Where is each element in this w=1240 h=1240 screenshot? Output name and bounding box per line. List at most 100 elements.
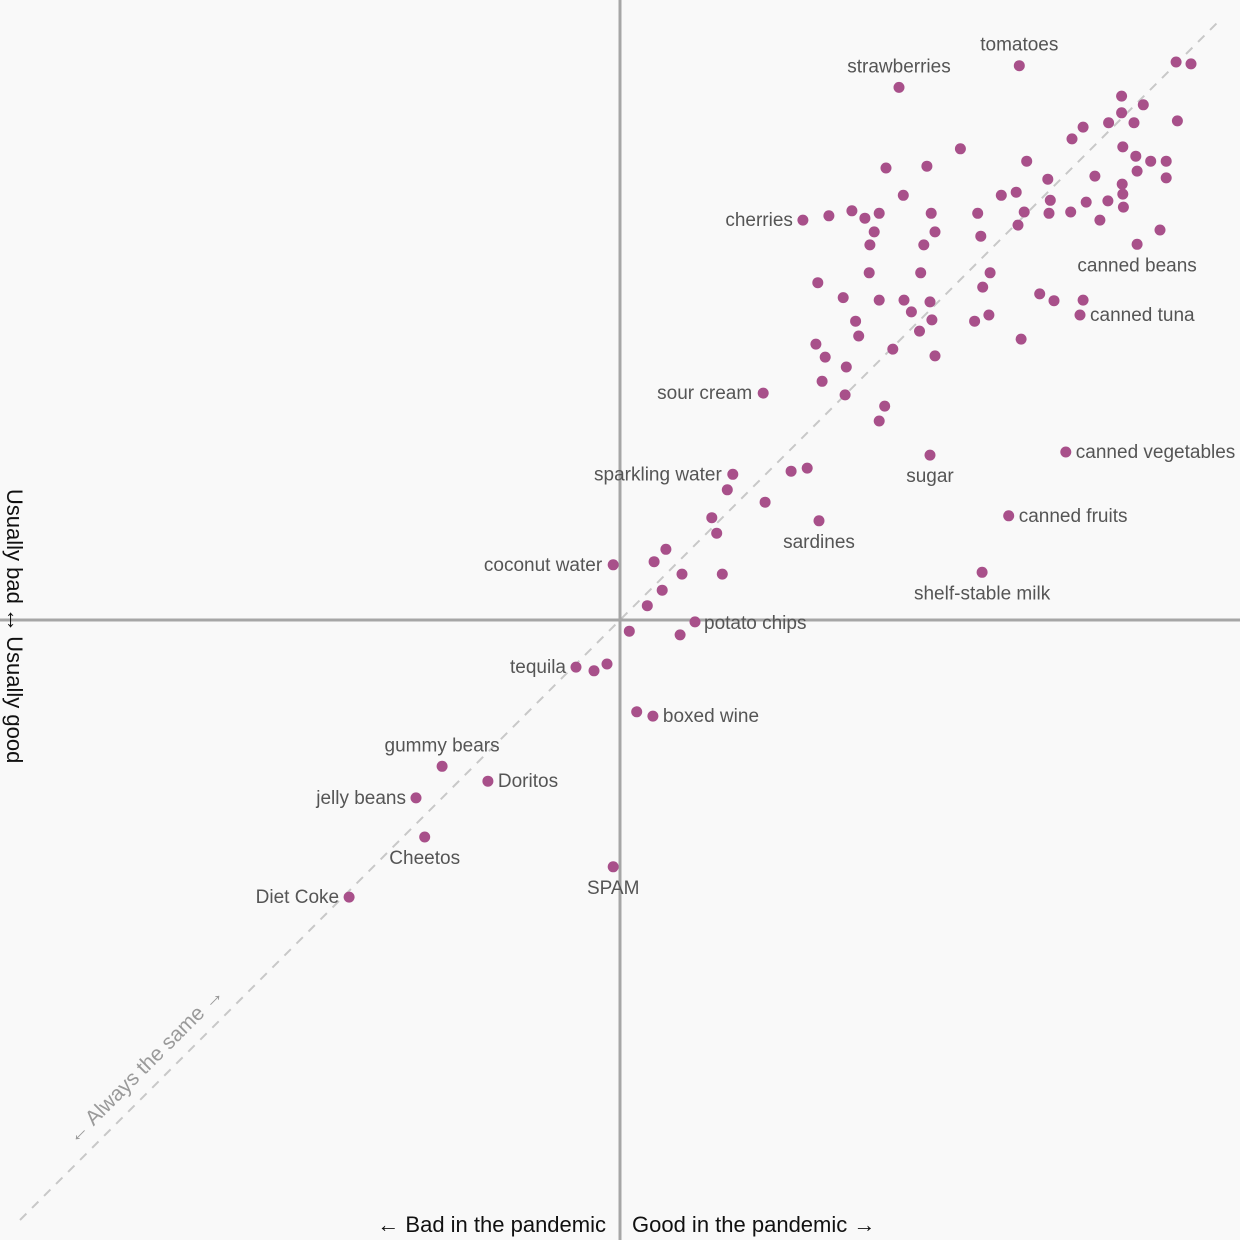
scatter-point xyxy=(925,207,937,219)
scatter-point xyxy=(1089,170,1101,182)
scatter-point xyxy=(1060,446,1072,458)
scatter-point xyxy=(840,361,852,373)
scatter-point xyxy=(607,559,619,571)
scatter-point xyxy=(897,189,909,201)
scatter-point xyxy=(1160,155,1172,167)
scatter-point xyxy=(1170,56,1182,68)
labels-layer: tomatoes strawberries cherries canned beans… xyxy=(256,35,1236,908)
scatter-point xyxy=(1066,133,1078,145)
scatter-point xyxy=(1130,150,1142,162)
scatter-point xyxy=(893,81,905,93)
scatter-point xyxy=(1160,172,1172,184)
scatter-point xyxy=(1077,121,1089,133)
scatter-point xyxy=(859,212,871,224)
scatter-point xyxy=(975,230,987,242)
point-label: tequila xyxy=(510,657,566,678)
scatter-point xyxy=(601,658,613,670)
scatter-point xyxy=(482,775,494,787)
scatter-point xyxy=(873,294,885,306)
scatter-point xyxy=(873,415,885,427)
scatter-point xyxy=(660,543,672,555)
scatter-point xyxy=(1103,117,1115,129)
scatter-point xyxy=(1185,58,1197,70)
scatter-point xyxy=(656,584,668,596)
scatter-point xyxy=(1065,206,1077,218)
scatter-point xyxy=(1145,155,1157,167)
point-label: Cheetos xyxy=(389,848,460,869)
scatter-point xyxy=(1003,510,1015,522)
point-label: sugar xyxy=(906,466,954,487)
scatter-point xyxy=(864,239,876,251)
scatter-point xyxy=(721,484,733,496)
scatter-point xyxy=(972,207,984,219)
scatter-point xyxy=(1154,224,1166,236)
point-label: sardines xyxy=(783,532,855,553)
scatter-point xyxy=(674,629,686,641)
scatter-point xyxy=(1117,188,1129,200)
scatter-point xyxy=(914,325,925,337)
point-label: shelf-stable milk xyxy=(914,583,1051,604)
scatter-point xyxy=(983,309,995,321)
scatter-point xyxy=(623,625,635,637)
y-axis-label-top: ← Usually good xyxy=(2,608,27,763)
scatter-point xyxy=(846,205,858,217)
scatter-point xyxy=(929,350,941,362)
point-label: cherries xyxy=(725,210,793,231)
point-label: strawberries xyxy=(847,56,950,77)
point-label: Diet Coke xyxy=(256,887,339,908)
scatter-point xyxy=(819,351,831,363)
scatter-point xyxy=(1015,333,1027,345)
scatter-point xyxy=(924,449,936,461)
scatter-point xyxy=(410,792,422,804)
scatter-point xyxy=(711,527,723,539)
scatter-point xyxy=(1034,288,1046,300)
scatter-point xyxy=(850,315,862,327)
scatter-point xyxy=(1117,141,1129,153)
point-label: canned vegetables xyxy=(1076,442,1236,463)
scatter-point xyxy=(785,465,797,477)
scatter-point xyxy=(813,515,825,527)
scatter-point xyxy=(887,343,899,355)
scatter-point xyxy=(1074,309,1086,321)
scatter-point xyxy=(873,207,885,219)
scatter-point xyxy=(1044,194,1056,206)
scatter-point xyxy=(1043,207,1055,219)
scatter-point xyxy=(921,160,933,172)
scatter-point xyxy=(343,891,355,903)
scatter-point xyxy=(839,389,851,401)
scatter-point xyxy=(1077,294,1089,306)
scatter-point xyxy=(995,189,1007,201)
scatter-point xyxy=(977,281,989,293)
point-label: gummy bears xyxy=(385,735,500,756)
scatter-point xyxy=(929,226,941,238)
scatter-point xyxy=(1137,99,1149,111)
point-label: canned fruits xyxy=(1019,506,1128,527)
scatter-point xyxy=(926,314,938,326)
scatter-point xyxy=(1080,196,1092,208)
scatter-point xyxy=(976,566,988,578)
point-label: sour cream xyxy=(657,383,752,404)
points-layer xyxy=(343,56,1197,903)
scatter-point xyxy=(647,710,659,722)
scatter-point xyxy=(816,375,828,387)
point-label: boxed wine xyxy=(663,706,759,727)
diagonal-label: ← Always the same → xyxy=(63,983,229,1149)
scatter-point xyxy=(1117,201,1129,213)
scatter-point xyxy=(853,330,865,342)
scatter-point xyxy=(1012,219,1024,231)
scatter-point xyxy=(1116,178,1128,190)
point-label: sparkling water xyxy=(594,464,722,485)
scatter-point xyxy=(812,277,824,289)
point-label: canned beans xyxy=(1077,255,1196,276)
scatter-point xyxy=(1171,115,1183,127)
scatter-point xyxy=(797,214,809,226)
scatter-point xyxy=(915,267,927,279)
scatter-point xyxy=(706,512,718,524)
scatter-point xyxy=(898,294,910,306)
scatter-point xyxy=(676,568,688,580)
scatter-point xyxy=(868,226,880,238)
scatter-point xyxy=(419,831,431,843)
scatter-point xyxy=(1018,206,1030,218)
scatter-point xyxy=(689,616,701,628)
